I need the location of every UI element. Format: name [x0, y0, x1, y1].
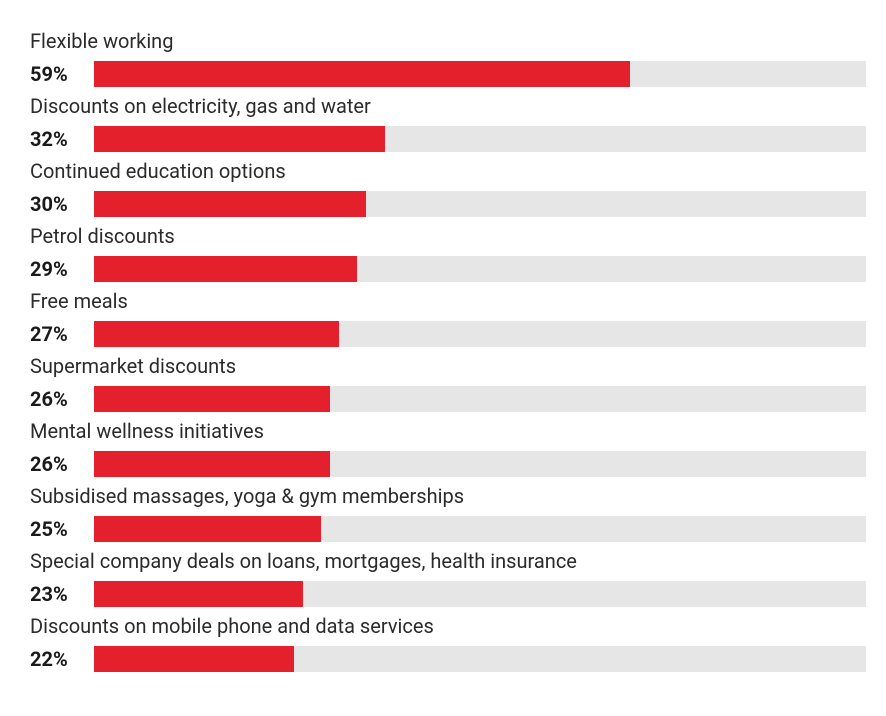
chart-item-label: Supermarket discounts: [30, 353, 866, 380]
chart-item: Discounts on electricity, gas and water 3…: [30, 93, 866, 152]
chart-bar-row: 27%: [30, 321, 866, 347]
chart-item-value: 29%: [30, 257, 82, 281]
chart-item-label: Flexible working: [30, 28, 866, 55]
chart-item-value: 30%: [30, 192, 82, 216]
chart-item-label: Discounts on mobile phone and data servi…: [30, 613, 866, 640]
chart-bar-track: [94, 321, 866, 347]
chart-bar-row: 22%: [30, 646, 866, 672]
chart-item-value: 23%: [30, 582, 82, 606]
chart-item: Petrol discounts 29%: [30, 223, 866, 282]
chart-item-label: Subsidised massages, yoga & gym membersh…: [30, 483, 866, 510]
chart-item-label: Mental wellness initiatives: [30, 418, 866, 445]
chart-item: Supermarket discounts 26%: [30, 353, 866, 412]
chart-item-value: 26%: [30, 452, 82, 476]
chart-bar-row: 23%: [30, 581, 866, 607]
chart-bar-fill: [94, 191, 366, 217]
chart-item-value: 59%: [30, 62, 82, 86]
chart-item-value: 22%: [30, 647, 82, 671]
chart-item-label: Special company deals on loans, mortgage…: [30, 548, 866, 575]
chart-bar-row: 26%: [30, 451, 866, 477]
chart-bar-fill: [94, 256, 357, 282]
chart-bar-track: [94, 646, 866, 672]
chart-bar-fill: [94, 516, 321, 542]
chart-bar-fill: [94, 61, 630, 87]
chart-item-label: Continued education options: [30, 158, 866, 185]
chart-bar-row: 26%: [30, 386, 866, 412]
chart-bar-fill: [94, 646, 294, 672]
chart-bar-track: [94, 386, 866, 412]
chart-bar-fill: [94, 321, 339, 347]
chart-bar-track: [94, 516, 866, 542]
chart-item-value: 26%: [30, 387, 82, 411]
chart-bar-row: 29%: [30, 256, 866, 282]
chart-item-label: Petrol discounts: [30, 223, 866, 250]
chart-bar-track: [94, 581, 866, 607]
chart-item: Mental wellness initiatives 26%: [30, 418, 866, 477]
chart-bar-track: [94, 126, 866, 152]
chart-item: Special company deals on loans, mortgage…: [30, 548, 866, 607]
chart-bar-row: 25%: [30, 516, 866, 542]
chart-bar-row: 32%: [30, 126, 866, 152]
chart-bar-track: [94, 451, 866, 477]
chart-item-value: 25%: [30, 517, 82, 541]
benefits-bar-chart: Flexible working 59% Discounts on electric…: [30, 28, 866, 672]
chart-item-value: 32%: [30, 127, 82, 151]
chart-bar-row: 30%: [30, 191, 866, 217]
chart-item: Flexible working 59%: [30, 28, 866, 87]
chart-item: Free meals 27%: [30, 288, 866, 347]
chart-bar-fill: [94, 451, 330, 477]
chart-item-label: Discounts on electricity, gas and water: [30, 93, 866, 120]
chart-bar-track: [94, 61, 866, 87]
chart-item: Discounts on mobile phone and data servi…: [30, 613, 866, 672]
chart-item-label: Free meals: [30, 288, 866, 315]
chart-bar-fill: [94, 581, 303, 607]
chart-item: Subsidised massages, yoga & gym membersh…: [30, 483, 866, 542]
chart-item-value: 27%: [30, 322, 82, 346]
chart-bar-track: [94, 256, 866, 282]
chart-bar-track: [94, 191, 866, 217]
chart-bar-fill: [94, 386, 330, 412]
chart-bar-fill: [94, 126, 385, 152]
chart-item: Continued education options 30%: [30, 158, 866, 217]
chart-bar-row: 59%: [30, 61, 866, 87]
